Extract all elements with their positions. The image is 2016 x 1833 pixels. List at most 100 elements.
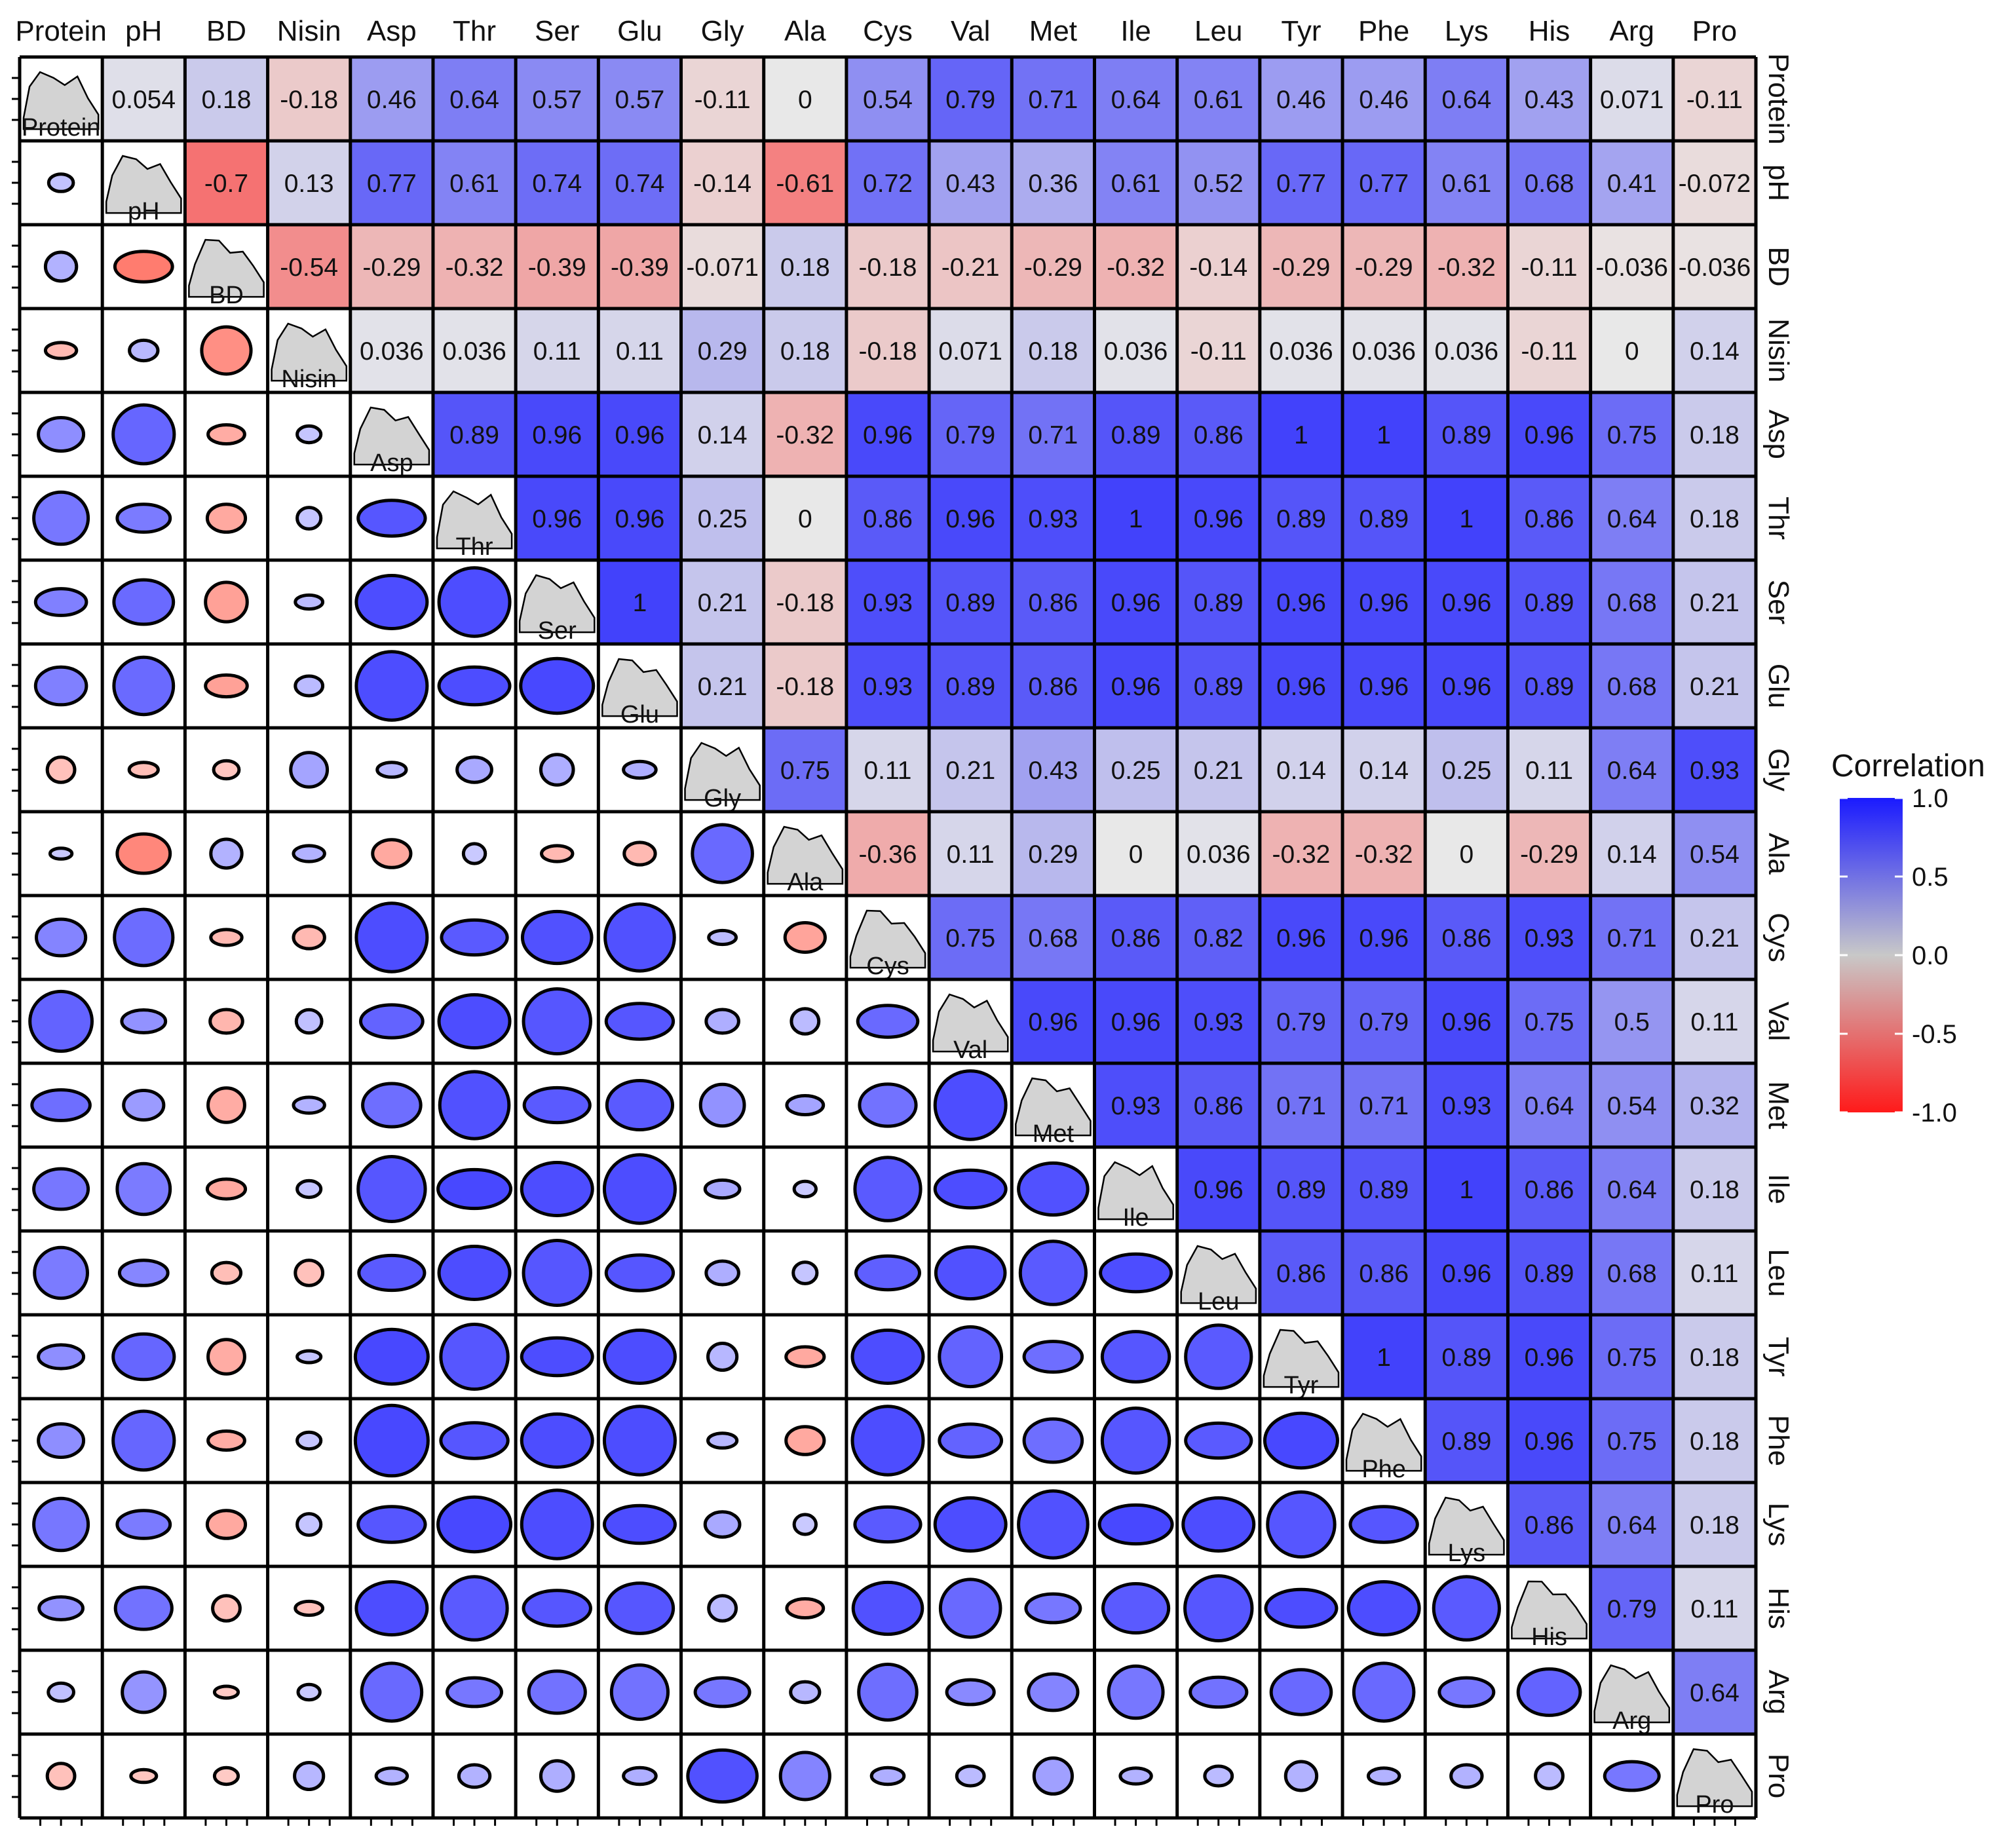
corr-value-ph-pro: -0.072 — [1679, 170, 1751, 198]
corr-ellipse-thr-protein — [32, 490, 90, 546]
corr-value-ile-arg: 0.64 — [1607, 1176, 1657, 1204]
corr-cell-met-arg — [1590, 1063, 1673, 1147]
corr-value-protein-ph: 0.054 — [111, 86, 176, 114]
corr-ellipse-met-val — [933, 1069, 1008, 1141]
corr-cell-protein-glu — [598, 57, 681, 141]
legend-tick-label: -1.0 — [1912, 1099, 1957, 1127]
corr-value-ph-phe: 0.77 — [1359, 170, 1409, 198]
corr-value-ph-gly: -0.14 — [693, 170, 751, 198]
corr-ellipse-phe-ala — [784, 1425, 826, 1456]
column-label-thr: Thr — [453, 15, 496, 47]
density-plot-leu — [1180, 1245, 1257, 1304]
row-label-asp: Asp — [1762, 409, 1795, 459]
corr-value-bd-ala: 0.18 — [780, 254, 830, 282]
corr-ellipse-lys-gly — [703, 1510, 742, 1539]
column-label-lys: Lys — [1445, 15, 1489, 47]
corr-cell-bd-pro — [1673, 225, 1756, 309]
corr-cell-gly-cys — [846, 728, 930, 812]
corr-ellipse-phe-val — [938, 1422, 1004, 1459]
density-plot-glu — [601, 658, 678, 717]
corr-value-cys-val: 0.75 — [945, 924, 995, 953]
corr-cell-nisin-asp — [350, 309, 433, 392]
corr-value-leu-pro: 0.11 — [1690, 1260, 1738, 1288]
row-label-ile: Ile — [1762, 1174, 1795, 1204]
legend-tick-label: 1.0 — [1912, 784, 1949, 813]
column-label-val: Val — [951, 15, 990, 47]
corr-cell-protein-ser — [516, 57, 599, 141]
corr-cell-ser-val — [929, 560, 1012, 644]
corr-cell-nisin-arg — [1590, 309, 1673, 392]
corr-cell-ph-thr — [432, 141, 516, 225]
corr-value-ph-asp: 0.77 — [367, 170, 417, 198]
diagonal-label-thr: Thr — [456, 533, 493, 561]
column-label-gly: Gly — [701, 15, 744, 47]
corr-cell-thr-his — [1508, 476, 1591, 560]
corr-value-met-lys: 0.93 — [1441, 1092, 1491, 1120]
corr-cell-nisin-gly — [681, 309, 764, 392]
corr-cell-thr-gly — [681, 476, 764, 560]
density-plot-asp — [353, 406, 430, 466]
corr-ellipse-lys-phe — [1348, 1505, 1419, 1544]
corr-value-protein-bd: 0.18 — [202, 86, 252, 114]
corr-value-cys-lys: 0.86 — [1441, 924, 1491, 953]
corr-value-nisin-thr: 0.036 — [442, 337, 506, 366]
corr-value-gly-his: 0.11 — [1525, 757, 1573, 785]
corr-cell-protein-thr — [432, 57, 516, 141]
corr-value-glu-ile: 0.96 — [1111, 673, 1161, 701]
corr-value-asp-ile: 0.89 — [1111, 421, 1161, 449]
corr-ellipse-pro-val — [955, 1764, 986, 1788]
corr-ellipse-his-leu — [1183, 1574, 1254, 1642]
corr-ellipse-ile-gly — [703, 1178, 742, 1200]
corr-cell-bd-glu — [598, 225, 681, 309]
corr-value-thr-phe: 0.89 — [1359, 505, 1409, 533]
corr-value-protein-ser: 0.57 — [532, 86, 582, 114]
corr-value-thr-ile: 1 — [1129, 505, 1143, 533]
corr-cell-ala-val — [929, 812, 1012, 896]
corr-value-ala-arg: 0.14 — [1607, 841, 1657, 869]
corr-value-lys-arg: 0.64 — [1607, 1511, 1657, 1540]
diagonal-label-protein: Protein — [22, 114, 100, 142]
corr-cell-phe-lys — [1425, 1399, 1508, 1483]
corr-ellipse-asp-nisin — [295, 424, 323, 445]
corr-ellipse-phe-ile — [1100, 1407, 1171, 1475]
corr-cell-protein-pro — [1673, 57, 1756, 141]
corr-value-glu-gly: 0.21 — [698, 673, 748, 701]
corr-ellipse-phe-thr — [439, 1421, 510, 1460]
corr-cell-ph-met — [1012, 141, 1095, 225]
corr-ellipse-pro-ph — [129, 1767, 159, 1785]
corr-ellipse-his-ile — [1101, 1582, 1171, 1635]
corr-cell-met-ile — [1094, 1063, 1177, 1147]
corr-ellipse-tyr-bd — [206, 1338, 246, 1376]
density-plot-cys — [849, 909, 926, 969]
row-label-protein: Protein — [1762, 53, 1795, 144]
corr-cell-cys-pro — [1673, 896, 1756, 979]
corr-cell-nisin-leu — [1177, 309, 1260, 392]
row-label-ala: Ala — [1762, 833, 1795, 875]
corr-cell-leu-arg — [1590, 1231, 1673, 1315]
corr-ellipse-pro-protein — [45, 1762, 77, 1790]
corr-value-protein-nisin: -0.18 — [280, 86, 338, 114]
corr-ellipse-cys-ser — [520, 909, 594, 966]
corr-value-thr-met: 0.93 — [1028, 505, 1078, 533]
corr-cell-cys-val — [929, 896, 1012, 979]
corr-value-gly-tyr: 0.14 — [1276, 757, 1326, 785]
corr-ellipse-nisin-bd — [200, 325, 253, 376]
corr-ellipse-pro-ile — [1118, 1766, 1153, 1786]
corr-value-protein-phe: 0.46 — [1359, 86, 1409, 114]
corr-ellipse-thr-asp — [356, 499, 427, 538]
corr-value-ala-his: -0.29 — [1520, 841, 1578, 869]
corr-value-glu-tyr: 0.96 — [1276, 673, 1326, 701]
corr-ellipse-arg-lys — [1437, 1676, 1496, 1709]
diagonal-label-lys: Lys — [1447, 1540, 1485, 1567]
corr-ellipse-pro-cys — [869, 1766, 906, 1786]
corr-value-ph-his: 0.68 — [1525, 170, 1574, 198]
corr-cell-asp-ser — [516, 392, 599, 476]
corr-value-bd-leu: -0.14 — [1189, 254, 1247, 282]
corr-ellipse-val-glu — [604, 1002, 675, 1041]
corr-ellipse-leu-thr — [437, 1245, 512, 1301]
corr-value-glu-met: 0.86 — [1028, 673, 1078, 701]
corr-value-protein-ile: 0.64 — [1111, 86, 1161, 114]
corr-value-val-leu: 0.93 — [1194, 1008, 1244, 1036]
corr-value-ph-glu: 0.74 — [615, 170, 664, 198]
corr-cell-ala-phe — [1342, 812, 1426, 896]
